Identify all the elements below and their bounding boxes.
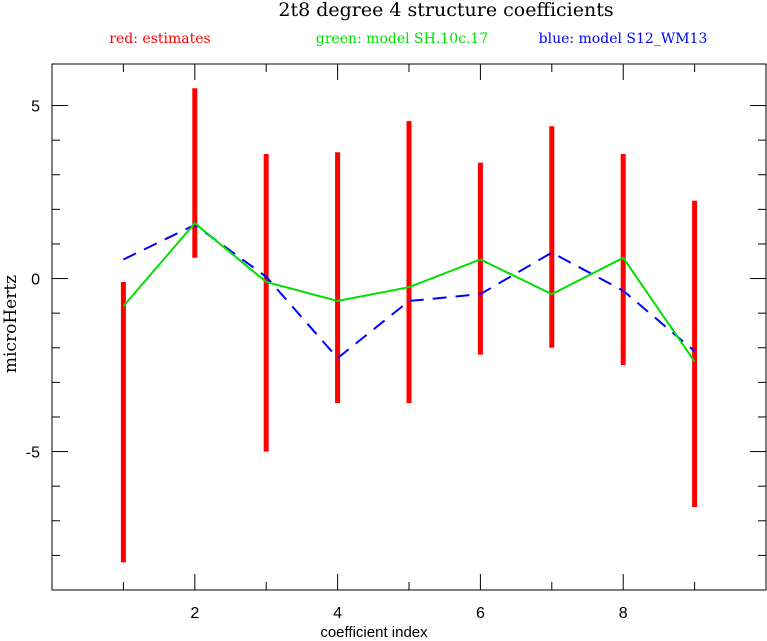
- chart-title: 2t8 degree 4 structure coefficients: [278, 0, 613, 21]
- y-axis-label: microHertz: [1, 275, 21, 373]
- axis-tick-labels: 2 4 6 8 -5 0 5: [26, 99, 628, 622]
- axis-ticks: [52, 64, 766, 590]
- x-axis-label: coefficient index: [320, 624, 428, 641]
- model-s12wm13-line: [122, 223, 696, 360]
- x-tick-label: 8: [619, 605, 628, 622]
- y-tick-label: 5: [31, 99, 40, 116]
- x-tick-label: 4: [333, 605, 342, 622]
- legend-estimates: red: estimates: [109, 31, 210, 47]
- y-tick-label: 0: [31, 272, 40, 289]
- legend-model-sh10c17: green: model SH.10c.17: [316, 31, 488, 47]
- x-tick-label: 2: [190, 605, 199, 622]
- model-sh10c17-line: [122, 221, 696, 363]
- x-tick-label: 6: [476, 605, 485, 622]
- legend-model-s12wm13: blue: model S12_WM13: [539, 31, 708, 47]
- y-tick-label: -5: [26, 445, 40, 462]
- estimates-errorbars: [120, 88, 698, 563]
